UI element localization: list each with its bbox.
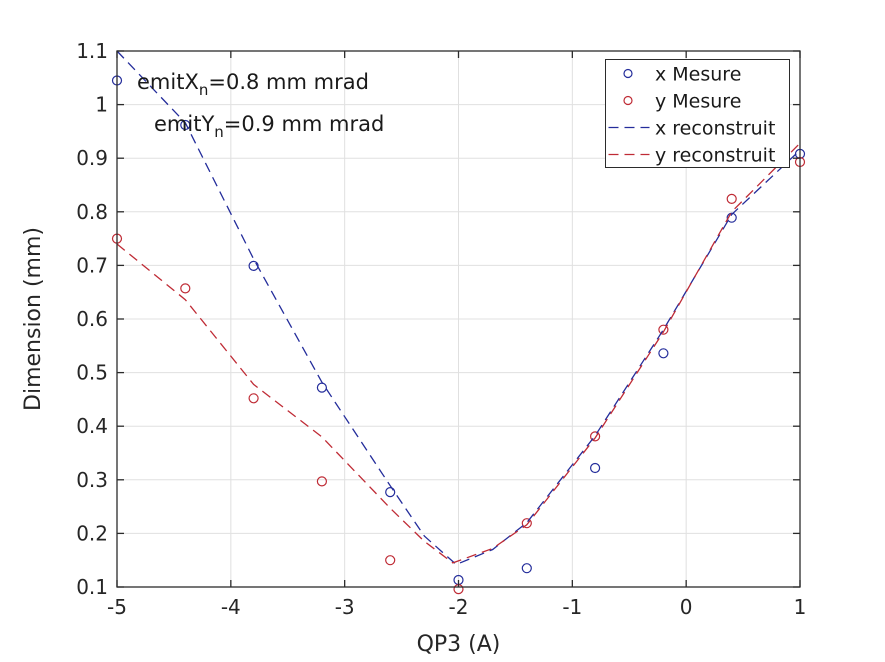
- x-tick-label: -3: [335, 595, 355, 619]
- y-tick-label: 1: [95, 93, 108, 117]
- x-tick-label: -5: [107, 595, 127, 619]
- legend-marker-icon: [623, 95, 633, 106]
- x-tick-label: -4: [221, 595, 241, 619]
- y-tick-label: 0.3: [76, 468, 108, 492]
- data-point: [385, 555, 396, 566]
- data-point: [385, 487, 396, 498]
- y-tick-label: 0.6: [76, 307, 108, 331]
- y-axis-label: Dimension (mm): [21, 227, 46, 411]
- y-tick-label: 0.9: [76, 146, 108, 170]
- legend-marker-icon: [623, 68, 633, 79]
- annotation-line: emitYn=0.9 mm mrad: [154, 112, 384, 141]
- annotation-line: emitXn=0.8 mm mrad: [137, 70, 369, 99]
- tick-labels: -5 -4 -3 -2 -1 0 1 0.1 0.2 0.3 0.4 0.5 0.6 0.7 0.8 0.9 1…: [76, 39, 806, 619]
- legend-box: [605, 59, 790, 168]
- x-tick-label: 0: [680, 595, 693, 619]
- data-point: [589, 431, 601, 442]
- data-point: [726, 212, 737, 223]
- axes-box: [116, 50, 801, 588]
- y-tick-label: 1.1: [76, 39, 108, 63]
- legend-label: y Mesure: [655, 91, 741, 113]
- y-tick-label: 0.4: [76, 414, 108, 438]
- data-point: [180, 119, 191, 131]
- legend-label: y reconstruit: [655, 145, 775, 167]
- data-point: [248, 393, 259, 404]
- data-point: [726, 193, 737, 204]
- legend-label: x Mesure: [655, 64, 741, 86]
- data-point: [316, 382, 327, 393]
- data-point: [589, 462, 601, 474]
- y-tick-label: 0.1: [76, 575, 108, 599]
- y-tick-label: 0.2: [76, 521, 108, 545]
- x-tick-label: 1: [794, 595, 807, 619]
- y-tick-label: 0.5: [76, 361, 108, 385]
- legend: x Mesure y Mesure x reconstruit y reconstru…: [605, 59, 790, 168]
- x-tick-label: -1: [562, 595, 582, 619]
- x-axis-label: QP3 (A): [417, 632, 501, 657]
- data-point: [521, 563, 532, 574]
- data-point: [316, 476, 327, 487]
- x-tick-label: -2: [449, 595, 469, 619]
- y-tick-label: 0.8: [76, 200, 108, 224]
- data-point: [658, 348, 669, 359]
- legend-label: x reconstruit: [655, 118, 775, 140]
- y-tick-label: 0.7: [76, 253, 108, 277]
- reconstructed-line-y_series: [116, 142, 801, 564]
- data-point: [521, 518, 532, 529]
- data-point: [658, 324, 669, 335]
- data-point: [180, 283, 191, 294]
